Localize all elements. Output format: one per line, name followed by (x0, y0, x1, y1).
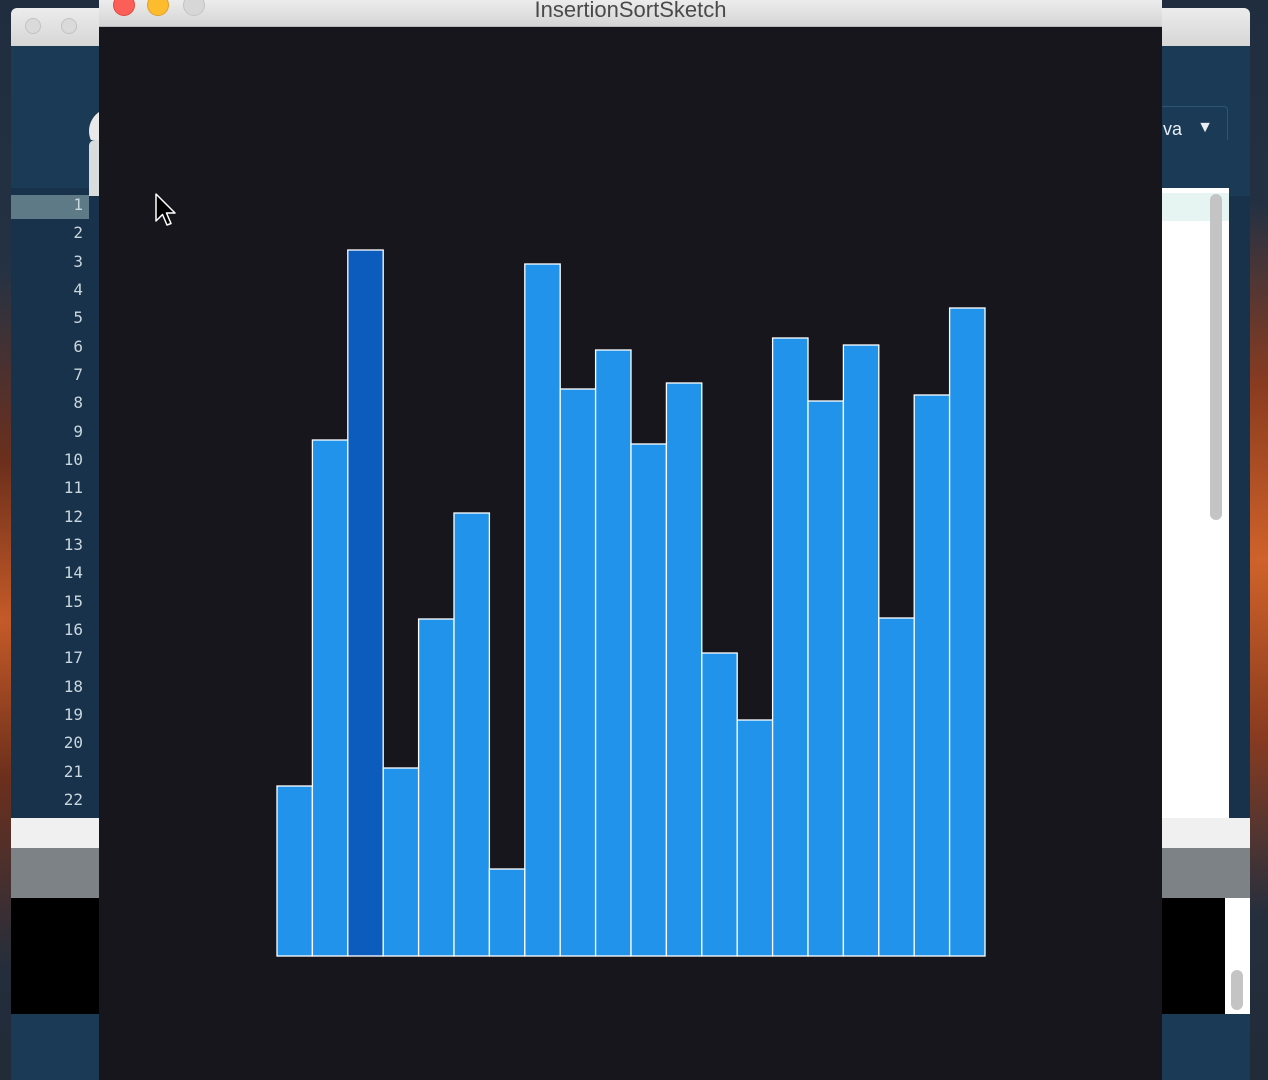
ide-minimize-button[interactable] (61, 18, 77, 34)
current-line-highlight (11, 195, 89, 219)
line-number: 8 (73, 393, 83, 413)
chevron-down-icon: ▼ (1197, 119, 1213, 136)
zoom-button[interactable] (183, 0, 205, 16)
line-number: 13 (63, 534, 83, 554)
line-number: 6 (73, 336, 83, 356)
bar (842, 344, 880, 957)
line-number: 19 (63, 704, 83, 724)
bar (453, 512, 491, 957)
sketch-window: InsertionSortSketch (99, 0, 1162, 1080)
console-scrollbar[interactable] (1231, 970, 1243, 1010)
ide-close-button[interactable] (25, 18, 41, 34)
line-number: 14 (63, 563, 83, 583)
bar (488, 868, 526, 957)
line-number: 21 (63, 761, 83, 781)
line-number: 20 (63, 733, 83, 753)
mode-label: va (1163, 119, 1183, 139)
line-number: 22 (63, 789, 83, 809)
line-number: 5 (73, 308, 83, 328)
line-number: 2 (73, 223, 83, 243)
minimize-button[interactable] (147, 0, 169, 16)
bar (311, 439, 349, 957)
bar-highlighted (347, 249, 384, 957)
editor-scrollbar[interactable] (1210, 194, 1222, 520)
bar (630, 443, 668, 957)
bar (878, 617, 915, 957)
sketch-titlebar[interactable]: InsertionSortSketch (99, 0, 1162, 27)
line-number: 9 (73, 421, 83, 441)
bar (417, 618, 455, 957)
bar (913, 394, 951, 957)
bar (559, 388, 597, 957)
line-number: 3 (73, 251, 83, 271)
bar (524, 263, 561, 957)
line-number: 10 (63, 449, 83, 469)
bar (665, 382, 703, 957)
bar (594, 349, 632, 957)
bar (948, 307, 986, 957)
line-number: 4 (73, 279, 83, 299)
line-number: 12 (63, 506, 83, 526)
bar (807, 400, 845, 957)
line-number: 18 (63, 676, 83, 696)
close-button[interactable] (113, 0, 135, 16)
bar (276, 785, 314, 957)
sorting-bar-chart (276, 249, 986, 957)
bar (382, 767, 420, 957)
mouse-pointer-icon (155, 193, 176, 226)
line-number: 7 (73, 364, 83, 384)
bar (771, 337, 809, 957)
line-number: 1 (73, 195, 83, 214)
line-number: 17 (63, 648, 83, 668)
line-number: 15 (63, 591, 83, 611)
line-number-gutter: 1 2 3 4 5 6 7 8 9 10 11 12 13 14 15 16 17 18 19 20 21 22 (11, 188, 89, 818)
window-title: InsertionSortSketch (534, 0, 727, 22)
bar (701, 652, 738, 957)
bar (736, 719, 774, 957)
line-number: 16 (63, 619, 83, 639)
line-number: 11 (63, 478, 83, 498)
